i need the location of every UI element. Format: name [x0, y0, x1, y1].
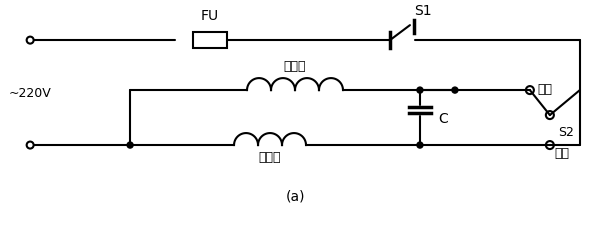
- Circle shape: [417, 142, 423, 148]
- Text: 主绕组: 主绕组: [284, 60, 306, 73]
- Text: 副绕组: 副绕组: [258, 150, 281, 164]
- Circle shape: [546, 112, 554, 120]
- Text: 正转: 正转: [538, 82, 553, 95]
- Circle shape: [546, 142, 554, 150]
- Bar: [193, 33, 227, 49]
- Text: S1: S1: [414, 4, 432, 18]
- Circle shape: [127, 142, 133, 148]
- Text: 反转: 反转: [555, 146, 570, 160]
- Circle shape: [526, 87, 534, 95]
- Circle shape: [417, 88, 423, 94]
- Circle shape: [26, 38, 34, 44]
- Text: (a): (a): [286, 188, 305, 202]
- Circle shape: [452, 88, 458, 94]
- Text: ~220V: ~220V: [8, 87, 51, 100]
- Circle shape: [26, 142, 34, 149]
- Text: C: C: [438, 111, 448, 125]
- Text: S2: S2: [558, 126, 573, 138]
- Text: FU: FU: [201, 9, 219, 23]
